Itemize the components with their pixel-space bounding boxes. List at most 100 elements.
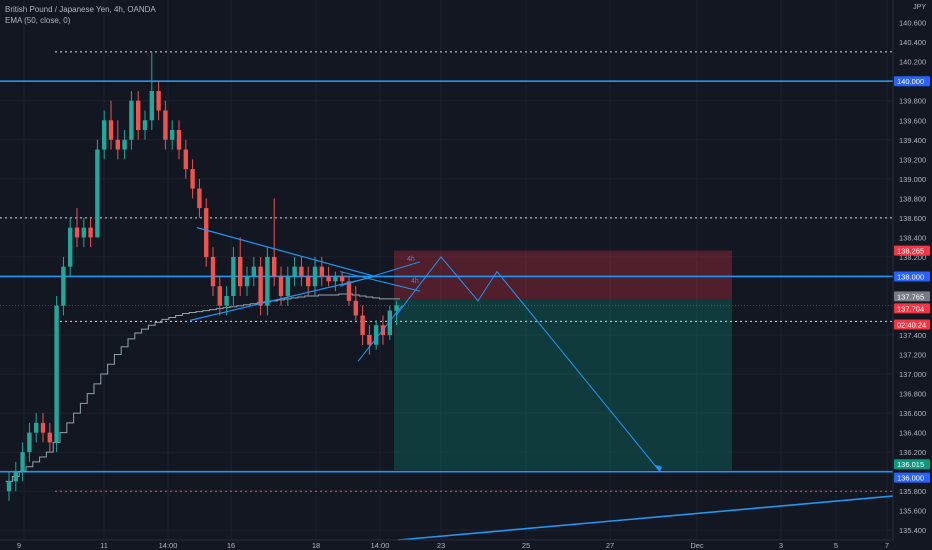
candle-body [326,276,331,282]
candle-body [88,227,93,238]
price-badge [894,459,930,470]
price-badge-text: 138.265 [897,247,924,256]
price-tick: 138.800 [899,194,926,203]
candle-body [367,335,372,345]
price-badge [894,303,930,314]
time-tick: 14:00 [371,541,390,550]
candle-body [102,120,107,150]
candle-body [333,276,338,282]
candle-body [27,432,32,453]
candle-body [6,481,12,492]
price-tick: 140.400 [899,38,926,47]
candle-body [306,276,311,287]
price-tick: 138.600 [899,214,926,223]
time-axis: 9 11 14:00 16 18 14:00 23 25 27 Dec 3 5 7 [0,539,893,550]
price-badge-text: 136.000 [897,474,924,483]
candle-body [190,169,195,189]
candle-body [204,208,209,257]
candle-body [163,110,168,140]
candle-body [292,266,297,277]
price-tick: 139.000 [899,175,926,184]
candle-body [129,100,134,140]
price-tick: 137.400 [899,331,926,340]
candle-body [115,139,120,150]
time-tick: Dec [690,541,704,550]
candle-body [346,281,352,301]
candle-body [122,139,127,150]
position-tool [394,250,732,471]
candle-body [285,276,290,296]
candle-body [394,305,399,311]
candle-body [197,188,202,209]
stop-loss-zone [394,250,732,300]
price-badge [894,291,930,302]
candle-body [319,266,324,277]
trend-drawings: 4h 4h [189,227,894,541]
candle-body [312,266,318,287]
projection-arrowhead [654,464,662,472]
ema-line [5,293,400,482]
price-tick: 136.400 [899,429,926,438]
candle-body [353,300,358,316]
candles [6,51,399,501]
price-badge [894,319,930,330]
candle-body [210,256,216,287]
candle-body [238,256,243,287]
candle-body [34,422,39,433]
candle-body [95,149,100,238]
time-tick: 3 [779,541,783,550]
candle-body [136,100,141,131]
price-tick: 136.600 [899,409,926,418]
candle-body [61,266,66,306]
price-tick: 139.200 [899,155,926,164]
take-profit-zone [394,299,732,471]
time-tick: 23 [437,541,445,550]
price-badge-text: 136.015 [897,460,924,469]
price-tick: 140.200 [899,58,926,67]
candle-body [54,305,59,443]
channel-line [357,305,403,362]
candle-body [265,256,270,306]
price-tick: 138.400 [899,233,926,242]
price-tick: 140.600 [899,19,926,28]
breakout-line-down [339,271,421,292]
grid-lines [0,0,893,540]
time-tick: 11 [100,541,108,550]
currency-label: JPY [913,4,926,11]
time-tick: 27 [606,541,614,550]
price-tick: 136.200 [899,448,926,457]
timeframe-label: 4h [407,256,415,263]
projection-path [395,256,661,472]
candle-body [299,266,304,277]
ema-line-path [5,293,400,482]
candle-body [258,266,263,306]
candle-body [272,256,277,277]
indicator-line[interactable]: EMA (50, close, 0) [5,16,71,25]
price-tick: 139.400 [899,136,926,145]
candle-body [278,276,284,296]
candle-body [374,325,379,345]
timeframe-label: 4h [411,278,419,285]
time-tick: 14:00 [159,541,178,550]
candle-body [176,130,182,150]
price-tick: 139.800 [899,97,926,106]
candle-body [156,90,161,111]
candle-body [108,120,114,140]
price-tick: 137.200 [899,351,926,360]
chart-legend: British Pound / Japanese Yen, 4h, OANDA … [5,4,156,26]
symbol-line[interactable]: British Pound / Japanese Yen, 4h, OANDA [5,5,156,14]
price-badge [894,76,930,87]
triangle-lower-line [189,275,376,321]
time-tick: 25 [522,541,530,550]
candle-body [149,90,154,121]
candle-body [340,276,345,282]
price-badge-text: 02:40:24 [897,320,926,329]
price-tick: 136.800 [899,390,926,399]
time-tick: 5 [834,541,838,550]
price-badge-text: 140.000 [897,77,924,86]
candle-body [387,310,392,336]
candle-body [224,295,229,306]
long-trend-line [397,495,894,541]
